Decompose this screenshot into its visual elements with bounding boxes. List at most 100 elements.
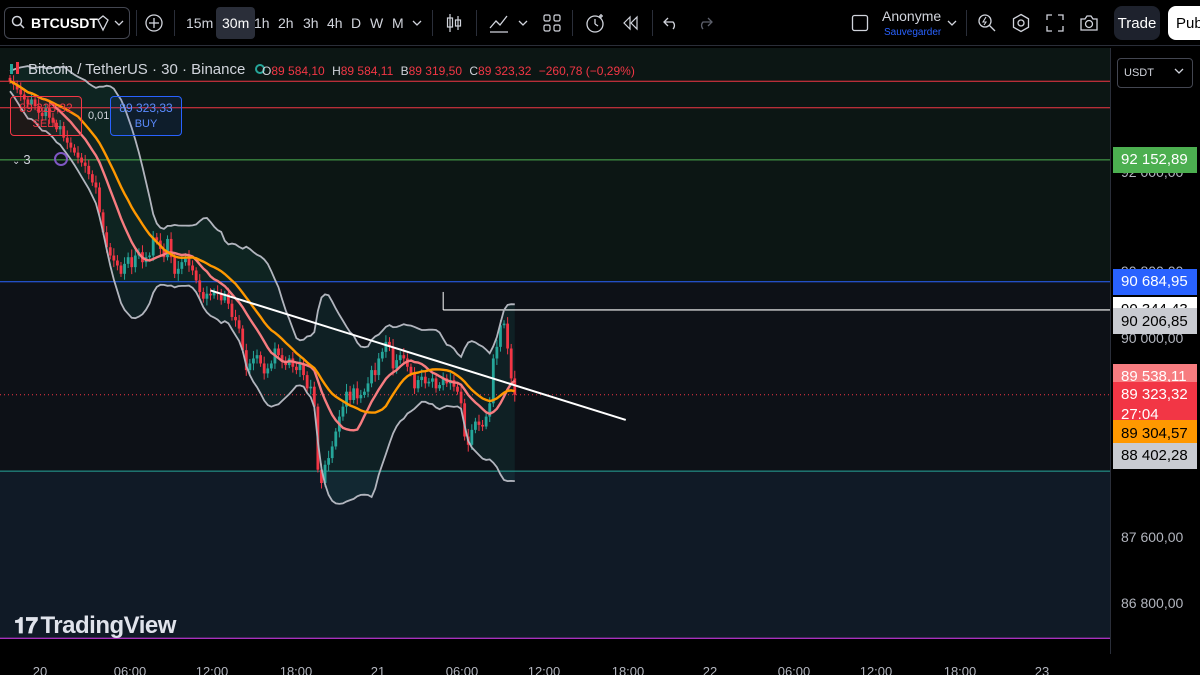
candle-body bbox=[363, 391, 366, 395]
time-tick-label: 18:00 bbox=[943, 664, 977, 675]
time-axis[interactable]: 20 06:00 12:00 18:00 21 06:00 12:00 18:00 22 06:0… bbox=[0, 654, 1110, 675]
candle-body bbox=[237, 320, 241, 329]
candle-body bbox=[173, 257, 177, 274]
candle-body bbox=[509, 348, 513, 379]
timeframe-15m[interactable]: 15m bbox=[186, 15, 214, 31]
trade-button[interactable]: Trade bbox=[1114, 6, 1160, 40]
time-tick-label: 06:00 bbox=[113, 664, 147, 675]
timeframe-4h[interactable]: 4h bbox=[327, 15, 343, 31]
symbol-title[interactable]: Bitcoin / TetherUS · 30 · Binance bbox=[28, 60, 246, 78]
candle-body bbox=[73, 147, 76, 153]
candle-body bbox=[116, 260, 119, 266]
candle-body bbox=[355, 388, 359, 399]
fullscreen-icon[interactable] bbox=[1042, 0, 1068, 46]
candle-body bbox=[377, 358, 381, 376]
compare-icon[interactable] bbox=[88, 0, 132, 46]
candle-body bbox=[15, 84, 19, 90]
candle-body bbox=[491, 358, 495, 404]
timeframe-3h[interactable]: 3h bbox=[303, 15, 319, 31]
candle-body bbox=[284, 361, 288, 366]
candle-body bbox=[330, 446, 334, 459]
candle-body bbox=[248, 363, 252, 371]
candle-body bbox=[280, 355, 284, 362]
candle-body bbox=[373, 370, 377, 376]
symbol-search[interactable]: BTCUSDT bbox=[4, 7, 130, 39]
timeframe-30m[interactable]: 30m bbox=[216, 7, 256, 39]
top-toolbar: BTCUSDT 15m 30m 1h 2h 3h 4h D W M bbox=[0, 0, 1200, 46]
candle-body bbox=[341, 406, 345, 417]
alert-clock-icon[interactable] bbox=[580, 0, 610, 46]
candle-body bbox=[98, 187, 101, 213]
time-tick-label: 12:00 bbox=[195, 664, 229, 675]
chevron-down-icon[interactable] bbox=[944, 0, 960, 46]
candle-body bbox=[90, 174, 94, 183]
candle-body bbox=[133, 255, 137, 268]
replay-icon[interactable] bbox=[616, 0, 644, 46]
buy-button[interactable]: 89 323,33 BUY bbox=[110, 96, 182, 136]
candle-body bbox=[359, 394, 363, 399]
time-tick-label: 23 bbox=[1034, 664, 1050, 675]
timeframe-m[interactable]: M bbox=[392, 15, 404, 31]
candle-body bbox=[176, 268, 180, 274]
candle-body bbox=[108, 247, 112, 256]
chart-pane[interactable] bbox=[0, 48, 1110, 654]
user-name[interactable]: Anonyme bbox=[882, 8, 942, 24]
candle-body bbox=[323, 464, 327, 483]
candles-icon[interactable] bbox=[440, 0, 468, 46]
indicators-toggle[interactable]: ⌄ 3 bbox=[12, 152, 68, 167]
candle-body bbox=[459, 391, 463, 404]
redo-icon[interactable] bbox=[694, 0, 716, 46]
candle-body bbox=[44, 107, 48, 117]
save-checkbox-icon[interactable] bbox=[848, 0, 872, 46]
candle-body bbox=[191, 265, 194, 271]
candle-body bbox=[194, 270, 198, 281]
trendline bbox=[210, 289, 627, 421]
time-tick-label: 18:00 bbox=[279, 664, 313, 675]
candle-body bbox=[312, 386, 316, 407]
chevron-up-icon[interactable] bbox=[4, 60, 24, 82]
candle-body bbox=[130, 257, 134, 268]
candle-body bbox=[513, 378, 517, 395]
quick-search-icon[interactable] bbox=[974, 0, 1000, 46]
ma-slow-line bbox=[9, 80, 516, 432]
price-tag: 92 152,89 bbox=[1113, 146, 1197, 173]
timeframe-d[interactable]: D bbox=[351, 15, 362, 31]
candle-body bbox=[269, 363, 273, 369]
candle-body bbox=[499, 325, 502, 347]
chevron-down-icon[interactable] bbox=[514, 0, 532, 46]
save-link[interactable]: Sauvegarder bbox=[884, 27, 942, 38]
candle-body bbox=[427, 381, 431, 384]
candle-body bbox=[51, 117, 55, 123]
tradingview-mark-icon: 𝟏𝟕 bbox=[14, 613, 38, 638]
lower-zone bbox=[0, 471, 1110, 639]
candle-body bbox=[169, 238, 173, 258]
candle-body bbox=[506, 323, 510, 349]
timeframe-2h[interactable]: 2h bbox=[278, 15, 294, 31]
indicators-icon[interactable] bbox=[484, 0, 514, 46]
candle-body bbox=[298, 363, 302, 371]
candle-body bbox=[180, 262, 184, 269]
candle-body bbox=[384, 341, 388, 352]
candle-body bbox=[33, 99, 37, 107]
price-chart[interactable] bbox=[0, 48, 1110, 654]
add-symbol-icon[interactable] bbox=[142, 0, 166, 46]
currency-selector[interactable]: USDT bbox=[1117, 58, 1193, 88]
candle-body bbox=[391, 346, 395, 369]
chevron-down-icon[interactable] bbox=[408, 0, 426, 46]
candle-body bbox=[65, 137, 69, 143]
undo-icon[interactable] bbox=[660, 0, 682, 46]
camera-icon[interactable] bbox=[1076, 0, 1102, 46]
timeframe-1h[interactable]: 1h bbox=[254, 15, 270, 31]
middle-zone bbox=[0, 281, 1110, 472]
candle-body bbox=[423, 376, 427, 384]
settings-gear-icon[interactable] bbox=[1008, 0, 1034, 46]
candle-body bbox=[166, 238, 169, 258]
sell-button[interactable]: 89 323,32 SELL bbox=[10, 96, 82, 136]
layout-grid-icon[interactable] bbox=[538, 0, 566, 46]
publish-button[interactable]: Pub bbox=[1168, 6, 1200, 40]
candle-body bbox=[255, 355, 259, 359]
candle-body bbox=[37, 106, 41, 113]
candle-body bbox=[76, 152, 80, 158]
timeframe-w[interactable]: W bbox=[370, 15, 384, 31]
